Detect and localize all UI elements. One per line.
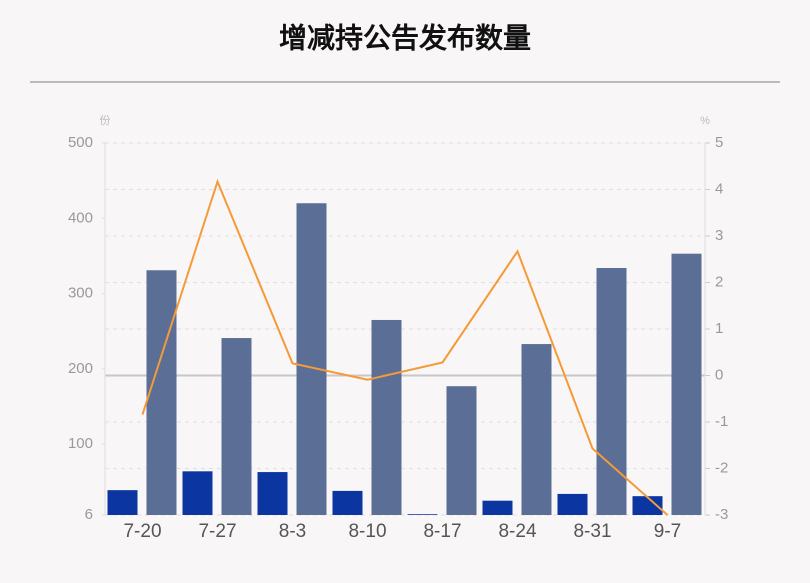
bar — [296, 203, 327, 515]
bar — [257, 472, 288, 515]
bar — [107, 490, 138, 515]
bar — [332, 490, 363, 515]
y2-tick-label: 0 — [715, 366, 723, 383]
y2-tick-label: 4 — [715, 180, 723, 197]
bar — [671, 253, 702, 515]
bar — [446, 386, 477, 515]
chart-title: 增减持公告发布数量 — [279, 21, 531, 53]
bar — [482, 500, 513, 515]
y-unit: 份 — [100, 114, 111, 127]
line — [141, 178, 669, 516]
bar — [407, 514, 438, 515]
bar — [146, 270, 177, 515]
y-tick-label: 6 — [85, 506, 93, 523]
y2-unit: % — [700, 115, 710, 127]
y2-tick-label: -1 — [715, 413, 728, 430]
y2-tick-label: 1 — [715, 320, 723, 337]
bar — [632, 496, 663, 515]
bar — [557, 493, 588, 515]
y-tick-label: 100 — [68, 435, 93, 452]
y2-tick-label: 5 — [715, 134, 723, 151]
y-tick-label: 300 — [68, 285, 93, 302]
y2-tick-label: 3 — [715, 227, 723, 244]
bar — [596, 268, 627, 515]
bar — [182, 471, 213, 515]
y2-tick-label: -3 — [715, 506, 728, 523]
x-tick-label: 7-27 — [198, 521, 236, 542]
x-tick-label: 8-31 — [573, 521, 611, 542]
x-tick-label: 8-17 — [423, 521, 461, 542]
x-tick-label: 8-24 — [498, 521, 536, 542]
x-tick-label: 8-3 — [279, 521, 306, 542]
y-tick-label: 200 — [68, 360, 93, 377]
y-tick-label: 400 — [68, 209, 93, 226]
x-tick-label: 7-20 — [123, 521, 161, 542]
y-tick-label: 500 — [68, 134, 93, 151]
y2-tick-label: -2 — [715, 459, 728, 476]
bar — [521, 344, 552, 515]
x-tick-label: 8-10 — [348, 521, 386, 542]
bar — [371, 319, 402, 515]
bar — [221, 338, 252, 515]
x-tick-label: 9-7 — [654, 521, 681, 542]
y2-tick-label: 2 — [715, 273, 723, 290]
